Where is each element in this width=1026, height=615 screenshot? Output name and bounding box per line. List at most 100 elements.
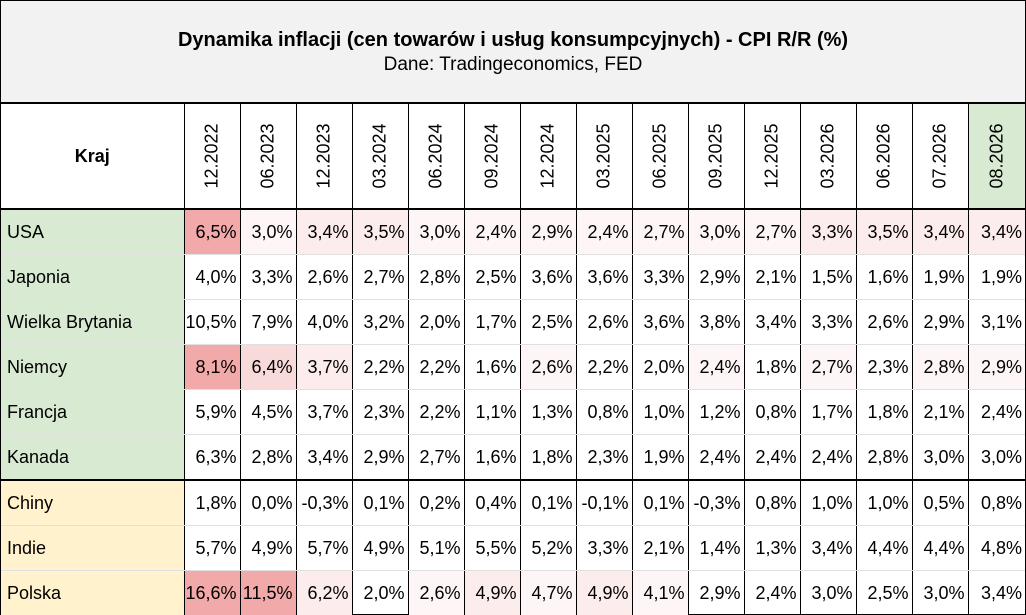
table-subtitle: Dane: Tradingeconomics, FED <box>383 53 643 75</box>
value-cell: 3,2% <box>352 299 409 345</box>
value-cell: 1,9% <box>968 254 1025 300</box>
value-cell: 3,6% <box>576 254 633 300</box>
period-header: 09.2024 <box>464 104 521 210</box>
value-cell: 2,8% <box>856 434 913 481</box>
table-row: Japonia 4,0% 3,3% 2,6% 2,7% 2,8% 2,5% 3,6% 3,6% 3… <box>1 254 1025 300</box>
value-cell: 2,4% <box>744 570 801 615</box>
value-cell: 3,3% <box>240 254 297 300</box>
period-header: 03.2025 <box>576 104 633 210</box>
country-cell: Polska <box>1 570 185 615</box>
country-cell: Kanada <box>1 434 185 481</box>
value-cell: 2,8% <box>912 344 969 390</box>
table-row: Indie 5,7% 4,9% 5,7% 4,9% 5,1% 5,5% 5,2% 3,3% 2,1… <box>1 525 1025 571</box>
value-cell: 2,6% <box>520 344 577 390</box>
value-cell: 3,4% <box>744 299 801 345</box>
value-cell: 5,7% <box>296 525 353 571</box>
period-header-label: 03.2024 <box>369 123 390 189</box>
period-header: 06.2023 <box>240 104 297 210</box>
period-header: 12.2025 <box>744 104 801 210</box>
value-cell: 16,6% <box>184 570 241 615</box>
value-cell: 0,0% <box>240 480 297 526</box>
value-cell: 2,6% <box>576 299 633 345</box>
value-cell: 4,9% <box>576 570 633 615</box>
table-title: Dynamika inflacji (cen towarów i usług k… <box>177 28 849 51</box>
period-header: 03.2024 <box>352 104 409 210</box>
value-cell: 1,1% <box>464 389 521 435</box>
value-cell: 3,7% <box>296 344 353 390</box>
value-cell: 5,7% <box>184 525 241 571</box>
value-cell: 3,6% <box>520 254 577 300</box>
value-cell: 4,5% <box>240 389 297 435</box>
value-cell: 2,7% <box>744 209 801 255</box>
value-cell: 0,8% <box>744 389 801 435</box>
value-cell: -0,3% <box>296 480 353 526</box>
value-cell: 2,1% <box>912 389 969 435</box>
period-header-label: 07.2026 <box>929 123 950 189</box>
value-cell: 0,4% <box>464 480 521 526</box>
country-cell: Chiny <box>1 480 185 526</box>
value-cell: 6,4% <box>240 344 297 390</box>
value-cell: 2,0% <box>408 299 465 345</box>
value-cell: 2,4% <box>464 209 521 255</box>
country-cell: Indie <box>1 525 185 571</box>
value-cell: 3,6% <box>632 299 689 345</box>
period-header: 06.2026 <box>856 104 913 210</box>
value-cell: 1,0% <box>800 480 857 526</box>
period-header: 08.2026 <box>968 104 1025 210</box>
value-cell: 2,1% <box>632 525 689 571</box>
value-cell: 3,3% <box>576 525 633 571</box>
value-cell: 3,4% <box>968 209 1025 255</box>
period-header-label: 08.2026 <box>986 123 1007 189</box>
period-header-label: 06.2024 <box>425 123 446 189</box>
value-cell: 3,4% <box>800 525 857 571</box>
value-cell: 2,2% <box>408 344 465 390</box>
value-cell: 2,1% <box>744 254 801 300</box>
table-row: Francja 5,9% 4,5% 3,7% 2,3% 2,2% 1,1% 1,3% 0,8% 1… <box>1 389 1025 435</box>
value-cell: 3,3% <box>632 254 689 300</box>
value-cell: 1,6% <box>856 254 913 300</box>
value-cell: 3,0% <box>800 570 857 615</box>
value-cell: 1,8% <box>184 480 241 526</box>
value-cell: 2,9% <box>968 344 1025 390</box>
table-row: USA 6,5% 3,0% 3,4% 3,5% 3,0% 2,4% 2,9% 2,4% 2,7% 3… <box>1 209 1025 255</box>
period-header: 06.2024 <box>408 104 465 210</box>
value-cell: 2,7% <box>408 434 465 481</box>
value-cell: 3,0% <box>408 209 465 255</box>
value-cell: 1,0% <box>856 480 913 526</box>
country-cell: Japonia <box>1 254 185 300</box>
value-cell: 2,5% <box>856 570 913 615</box>
value-cell: 5,1% <box>408 525 465 571</box>
value-cell: 11,5% <box>240 570 297 615</box>
table-row: Polska 16,6% 11,5% 6,2% 2,0% 2,6% 4,9% 4,7% 4,9%… <box>1 570 1025 615</box>
value-cell: 2,7% <box>632 209 689 255</box>
value-cell: 3,0% <box>912 434 969 481</box>
period-header: 12.2022 <box>184 104 241 210</box>
value-cell: 3,0% <box>240 209 297 255</box>
period-header-label: 09.2025 <box>705 123 726 189</box>
table-row: Wielka Brytania 10,5% 7,9% 4,0% 3,2% 2,0% 1,7%… <box>1 299 1025 345</box>
value-cell: 4,1% <box>632 570 689 615</box>
value-cell: 8,1% <box>184 344 241 390</box>
country-cell: USA <box>1 209 185 255</box>
value-cell: -0,1% <box>576 480 633 526</box>
value-cell: 2,4% <box>688 344 745 390</box>
value-cell: 2,4% <box>576 209 633 255</box>
value-cell: 2,4% <box>688 434 745 481</box>
value-cell: 4,9% <box>352 525 409 571</box>
value-cell: 3,5% <box>856 209 913 255</box>
period-header: 03.2026 <box>800 104 857 210</box>
value-cell: 2,6% <box>296 254 353 300</box>
value-cell: 2,8% <box>240 434 297 481</box>
value-cell: 0,1% <box>520 480 577 526</box>
value-cell: 2,4% <box>744 434 801 481</box>
value-cell: 2,0% <box>632 344 689 390</box>
period-header-label: 12.2025 <box>761 123 782 189</box>
table-body: USA 6,5% 3,0% 3,4% 3,5% 3,0% 2,4% 2,9% 2,4% 2,7% 3… <box>1 209 1025 615</box>
value-cell: 5,9% <box>184 389 241 435</box>
value-cell: 3,3% <box>800 209 857 255</box>
value-cell: 3,0% <box>912 570 969 615</box>
value-cell: 10,5% <box>184 299 241 345</box>
value-cell: 5,2% <box>520 525 577 571</box>
value-cell: 1,8% <box>856 389 913 435</box>
